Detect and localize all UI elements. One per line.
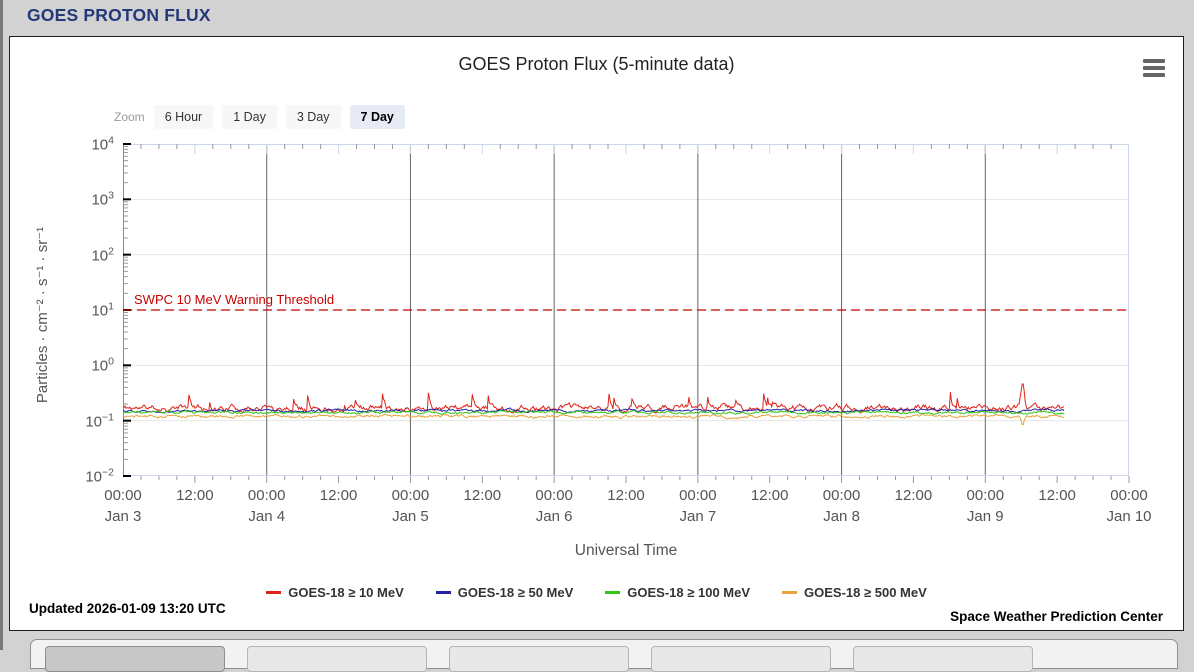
legend-item[interactable]: GOES-18 ≥ 100 MeV [605, 585, 750, 600]
range-selector: Zoom 6 Hour 1 Day 3 Day 7 Day [114, 105, 414, 129]
legend-marker [435, 591, 451, 594]
x-tick-label: 12:00 [607, 487, 645, 504]
x-tick-label: 12:00 [463, 487, 502, 504]
hamburger-menu-icon[interactable] [1143, 59, 1165, 80]
range-button-3-day[interactable]: 3 Day [285, 105, 341, 129]
threshold-label: SWPC 10 MeV Warning Threshold [134, 292, 335, 307]
plot-area[interactable]: SWPC 10 MeV Warning Threshold [122, 143, 1130, 483]
y-tick-label: 103 [91, 189, 114, 209]
x-day-label: Jan 3 [104, 508, 142, 525]
zoom-label: Zoom [114, 110, 145, 124]
y-tick-label: 104 [91, 134, 114, 154]
bottom-toolbar [30, 639, 1178, 672]
y-axis-title: Particles · cm⁻² · s⁻¹ · sr⁻¹ [34, 226, 51, 404]
series-line [122, 407, 1065, 414]
hamburger-bar [1143, 73, 1165, 77]
chart-title: GOES Proton Flux (5-minute data) [458, 54, 735, 74]
chart-panel: GOES Proton Flux (5-minute data) Zoom 6 … [9, 36, 1184, 631]
x-tick-label: 12:00 [750, 487, 789, 504]
legend-marker [782, 591, 798, 594]
legend-label: GOES-18 ≥ 10 MeV [288, 585, 404, 600]
series-line [122, 409, 1065, 416]
updated-timestamp: Updated 2026-01-09 13:20 UTC [29, 601, 226, 616]
x-day-label: Jan 7 [679, 508, 717, 525]
chart-canvas[interactable] [122, 143, 1130, 483]
x-tick-label: 00:00 [391, 487, 430, 504]
x-tick-label: 00:00 [247, 487, 286, 504]
x-day-label: Jan 10 [1106, 508, 1152, 525]
y-tick-label: 10−1 [85, 411, 114, 431]
legend-label: GOES-18 ≥ 50 MeV [457, 585, 574, 600]
x-tick-label: 00:00 [535, 487, 573, 504]
legend-item[interactable]: GOES-18 ≥ 500 MeV [782, 585, 927, 600]
range-button-7-day[interactable]: 7 Day [349, 105, 405, 129]
range-button-1-day[interactable]: 1 Day [222, 105, 277, 129]
x-tick-label: 12:00 [894, 487, 933, 504]
x-tick-label: 12:00 [1038, 487, 1076, 504]
range-button-6-hour[interactable]: 6 Hour [153, 105, 214, 129]
x-day-label: Jan 4 [248, 508, 286, 525]
x-tick-label: 00:00 [1110, 487, 1148, 504]
legend-item[interactable]: GOES-18 ≥ 50 MeV [435, 585, 574, 600]
hamburger-bar [1143, 59, 1165, 63]
x-tick-label: 12:00 [319, 487, 358, 504]
x-day-label: Jan 8 [823, 508, 860, 525]
y-tick-label: 101 [91, 300, 114, 320]
x-tick-label: 00:00 [679, 487, 717, 504]
series-line [122, 383, 1065, 415]
x-tick-label: 00:00 [966, 487, 1005, 504]
x-day-label: Jan 6 [535, 508, 573, 525]
legend-marker [605, 591, 621, 594]
hamburger-bar [1143, 66, 1165, 70]
x-tick-label: 00:00 [822, 487, 861, 504]
page-title: GOES PROTON FLUX [27, 5, 211, 25]
x-tick-label: 00:00 [104, 487, 142, 504]
y-tick-label: 102 [91, 245, 114, 265]
x-day-label: Jan 9 [966, 508, 1004, 525]
x-day-label: Jan 5 [392, 508, 429, 525]
legend-marker [266, 591, 282, 594]
series-line [122, 413, 1065, 426]
legend: GOES-18 ≥ 10 MeV GOES-18 ≥ 50 MeV GOES-18 … [10, 585, 1183, 600]
legend-label: GOES-18 ≥ 500 MeV [804, 585, 927, 600]
y-tick-label: 10−2 [85, 466, 114, 486]
legend-label: GOES-18 ≥ 100 MeV [627, 585, 751, 600]
window-edge [0, 0, 3, 650]
credit-text: Space Weather Prediction Center [950, 609, 1163, 624]
x-tick-label: 12:00 [176, 487, 214, 504]
y-tick-label: 100 [91, 355, 114, 375]
legend-item[interactable]: GOES-18 ≥ 10 MeV [266, 585, 404, 600]
x-axis-title: Universal Time [574, 542, 678, 559]
